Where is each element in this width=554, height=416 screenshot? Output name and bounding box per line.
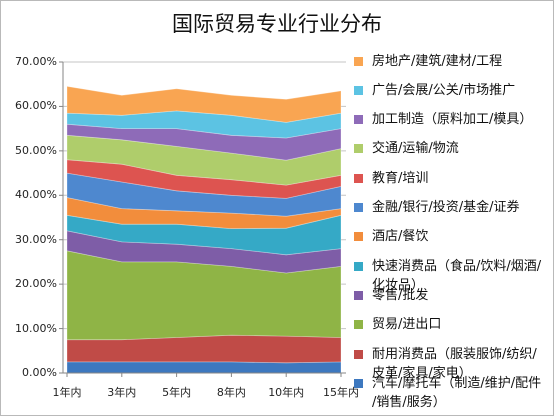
legend-swatch: [354, 349, 363, 359]
legend-swatch: [354, 290, 363, 300]
area-series-11: [66, 361, 342, 374]
legend-swatch: [354, 173, 363, 183]
y-tick-label: 0.00%: [22, 366, 57, 379]
legend-swatch: [354, 261, 363, 271]
y-tick-label: 30.00%: [15, 232, 57, 246]
legend-item: 贸易/进出口: [352, 315, 546, 334]
legend-swatch: [354, 378, 363, 388]
legend-item: 耐用消费品（服装服饰/纺织/皮革/家具/家电）: [352, 345, 546, 381]
legend-item: 零售/批发: [352, 286, 546, 305]
x-tick-label: 10年内: [268, 386, 305, 399]
legend-label: 零售/批发: [372, 287, 429, 303]
legend-label: 房地产/建筑/建材/工程: [372, 53, 503, 69]
legend-swatch: [354, 144, 363, 154]
x-tick-label: 8年内: [216, 386, 246, 399]
x-tick-label: 1年内: [52, 386, 82, 399]
legend-item: 加工制造（原料加工/模具）: [352, 110, 546, 129]
y-tick-label: 70.00%: [15, 55, 57, 68]
legend-label: 金融/银行/投资/基金/证券: [372, 200, 520, 215]
legend-item: 汽车/摩托车（制造/维护/配件/销售/服务）: [352, 374, 546, 410]
legend-item: 教育/培训: [352, 169, 546, 188]
y-tick-label: 50.00%: [15, 143, 57, 157]
legend-label: 广告/会展/公关/市场推广: [372, 82, 516, 98]
legend-swatch: [354, 203, 363, 212]
legend-item: 快速消费品（食品/饮料/烟酒/化妆品）: [352, 257, 546, 293]
y-tick-label: 10.00%: [15, 321, 57, 335]
legend-item: 房地产/建筑/建材/工程: [352, 52, 546, 71]
legend-label: 教育/培训: [372, 170, 429, 186]
legend-label: 交通/运输/物流: [372, 141, 459, 157]
legend-label: 贸易/进出口: [372, 317, 442, 333]
legend-swatch: [354, 232, 363, 242]
legend-item: 酒店/餐饮: [352, 227, 546, 246]
legend-swatch: [354, 320, 363, 330]
legend-swatch: [354, 85, 363, 95]
legend-label: 加工制造（原料加工/模具）: [372, 112, 533, 128]
legend-label: 汽车/摩托车（制造/维护/配件/销售/服务）: [372, 375, 542, 410]
x-tick-label: 3年内: [107, 386, 137, 399]
x-tick-label: 15年内: [323, 386, 359, 399]
chart-title: 国际贸易专业行业分布: [172, 12, 382, 36]
legend-label: 酒店/餐饮: [372, 229, 429, 245]
area-series-0: [66, 85, 342, 123]
legend-item: 广告/会展/公关/市场推广: [352, 81, 546, 100]
legend-swatch: [354, 56, 363, 66]
legend-label: 耐用消费品（服装服饰/纺织/皮革/家具/家电）: [372, 346, 537, 381]
legend-swatch: [354, 115, 363, 125]
y-tick-label: 20.00%: [15, 277, 57, 291]
legend-item: 金融/银行/投资/基金/证券: [352, 198, 546, 217]
y-tick-label: 40.00%: [15, 188, 57, 202]
y-tick-label: 60.00%: [15, 99, 57, 113]
legend-label: 快速消费品（食品/饮料/烟酒/化妆品）: [372, 258, 542, 293]
x-tick-label: 5年内: [162, 386, 192, 399]
legend-item: 交通/运输/物流: [352, 139, 546, 158]
